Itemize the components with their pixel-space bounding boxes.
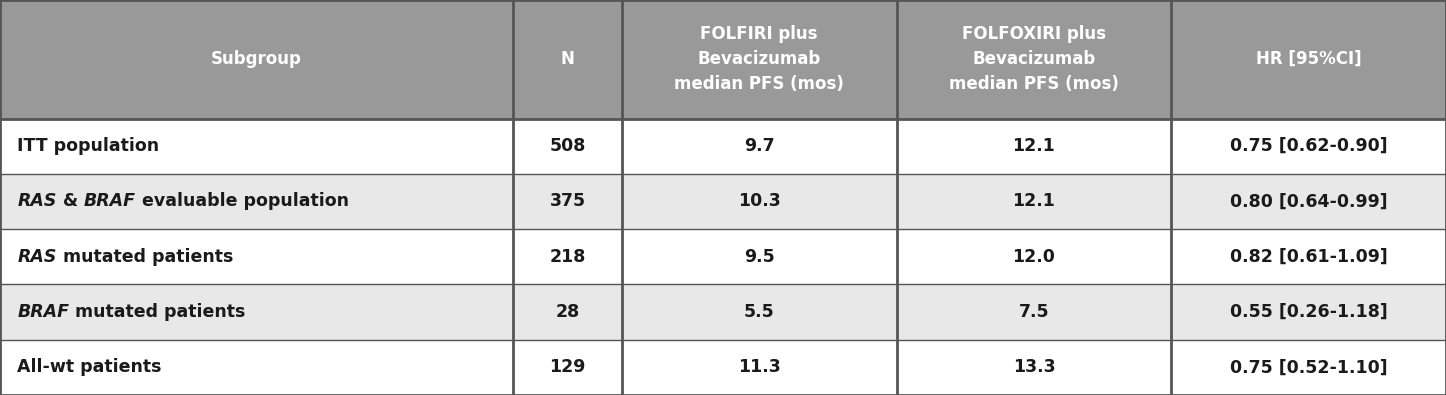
Bar: [0, 174, 1446, 229]
Text: HR [95%CI]: HR [95%CI]: [1255, 50, 1362, 68]
Text: 12.1: 12.1: [1012, 137, 1056, 155]
Text: Subgroup: Subgroup: [211, 50, 302, 68]
Text: 218: 218: [549, 248, 586, 266]
Text: FOLFIRI plus
Bevacizumab
median PFS (mos): FOLFIRI plus Bevacizumab median PFS (mos…: [674, 25, 844, 93]
Bar: [0, 0, 1446, 118]
Text: BRAF: BRAF: [84, 192, 136, 211]
Text: 0.75 [0.52-1.10]: 0.75 [0.52-1.10]: [1229, 358, 1388, 376]
Bar: [0, 229, 1446, 284]
Text: RAS: RAS: [17, 192, 56, 211]
Text: FOLFOXIRI plus
Bevacizumab
median PFS (mos): FOLFOXIRI plus Bevacizumab median PFS (m…: [949, 25, 1119, 93]
Text: mutated patients: mutated patients: [56, 248, 233, 266]
Text: 0.55 [0.26-1.18]: 0.55 [0.26-1.18]: [1229, 303, 1388, 321]
Text: 7.5: 7.5: [1018, 303, 1050, 321]
Text: 0.82 [0.61-1.09]: 0.82 [0.61-1.09]: [1229, 248, 1388, 266]
Text: 12.0: 12.0: [1012, 248, 1056, 266]
Text: 129: 129: [549, 358, 586, 376]
Text: &: &: [56, 192, 84, 211]
Text: 5.5: 5.5: [743, 303, 775, 321]
Text: 28: 28: [555, 303, 580, 321]
Text: 9.7: 9.7: [743, 137, 775, 155]
Text: mutated patients: mutated patients: [69, 303, 246, 321]
Text: All-wt patients: All-wt patients: [17, 358, 162, 376]
Bar: [0, 340, 1446, 395]
Text: 10.3: 10.3: [737, 192, 781, 211]
Text: 9.5: 9.5: [743, 248, 775, 266]
Text: 11.3: 11.3: [737, 358, 781, 376]
Text: RAS: RAS: [17, 248, 56, 266]
Text: 0.80 [0.64-0.99]: 0.80 [0.64-0.99]: [1229, 192, 1388, 211]
Text: BRAF: BRAF: [17, 303, 69, 321]
Text: evaluable population: evaluable population: [136, 192, 348, 211]
Text: 0.75 [0.62-0.90]: 0.75 [0.62-0.90]: [1229, 137, 1388, 155]
Text: N: N: [561, 50, 574, 68]
Text: ITT population: ITT population: [17, 137, 159, 155]
Text: 508: 508: [549, 137, 586, 155]
Text: 375: 375: [549, 192, 586, 211]
Text: 12.1: 12.1: [1012, 192, 1056, 211]
Bar: [0, 284, 1446, 340]
Bar: [0, 118, 1446, 174]
Text: 13.3: 13.3: [1012, 358, 1056, 376]
